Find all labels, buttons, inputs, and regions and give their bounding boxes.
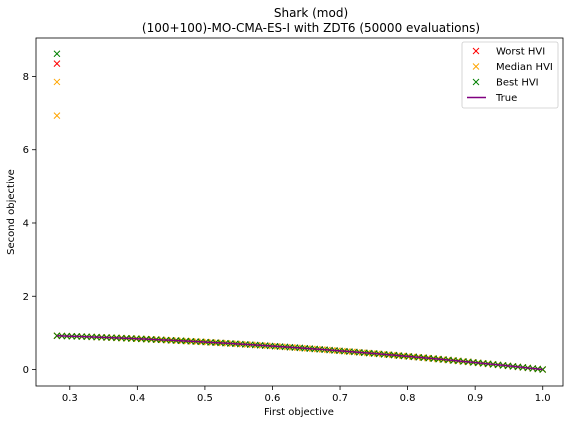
y-tick-label: 2	[23, 292, 29, 303]
y-tick-label: 8	[23, 72, 29, 83]
outlier-point	[54, 61, 60, 67]
x-axis: 0.3 0.4 0.5 0.6 0.7 0.8 0.9 1.0	[62, 386, 551, 404]
y-axis: 0 2 4 6 8	[23, 72, 36, 376]
y-tick-label: 4	[23, 218, 29, 229]
legend-label: Worst HVI	[496, 47, 545, 58]
x-tick-label: 0.9	[467, 393, 483, 404]
x-tick-label: 0.8	[400, 393, 416, 404]
x-axis-label: First objective	[264, 407, 334, 418]
x-tick-label: 0.5	[197, 393, 213, 404]
legend-label: Median HVI	[496, 62, 553, 73]
y-axis-label: Second objective	[6, 169, 17, 255]
legend-label: Best HVI	[496, 78, 539, 89]
chart-subtitle: (100+100)-MO-CMA-ES-I with ZDT6 (50000 e…	[142, 21, 480, 35]
series-median-hvi	[54, 79, 546, 373]
x-tick-label: 0.3	[62, 393, 78, 404]
x-tick-label: 0.6	[265, 393, 281, 404]
y-tick-label: 0	[23, 365, 29, 376]
outlier-point	[54, 113, 60, 119]
legend: Worst HVI Median HVI Best HVI True	[462, 42, 558, 108]
outlier-point	[54, 79, 60, 85]
x-tick-label: 0.4	[129, 393, 145, 404]
x-tick-label: 0.7	[332, 393, 348, 404]
y-tick-label: 6	[23, 145, 29, 156]
outlier-point	[54, 51, 60, 57]
x-tick-label: 1.0	[535, 393, 551, 404]
chart-title: Shark (mod)	[274, 6, 348, 20]
legend-label: True	[495, 93, 517, 104]
